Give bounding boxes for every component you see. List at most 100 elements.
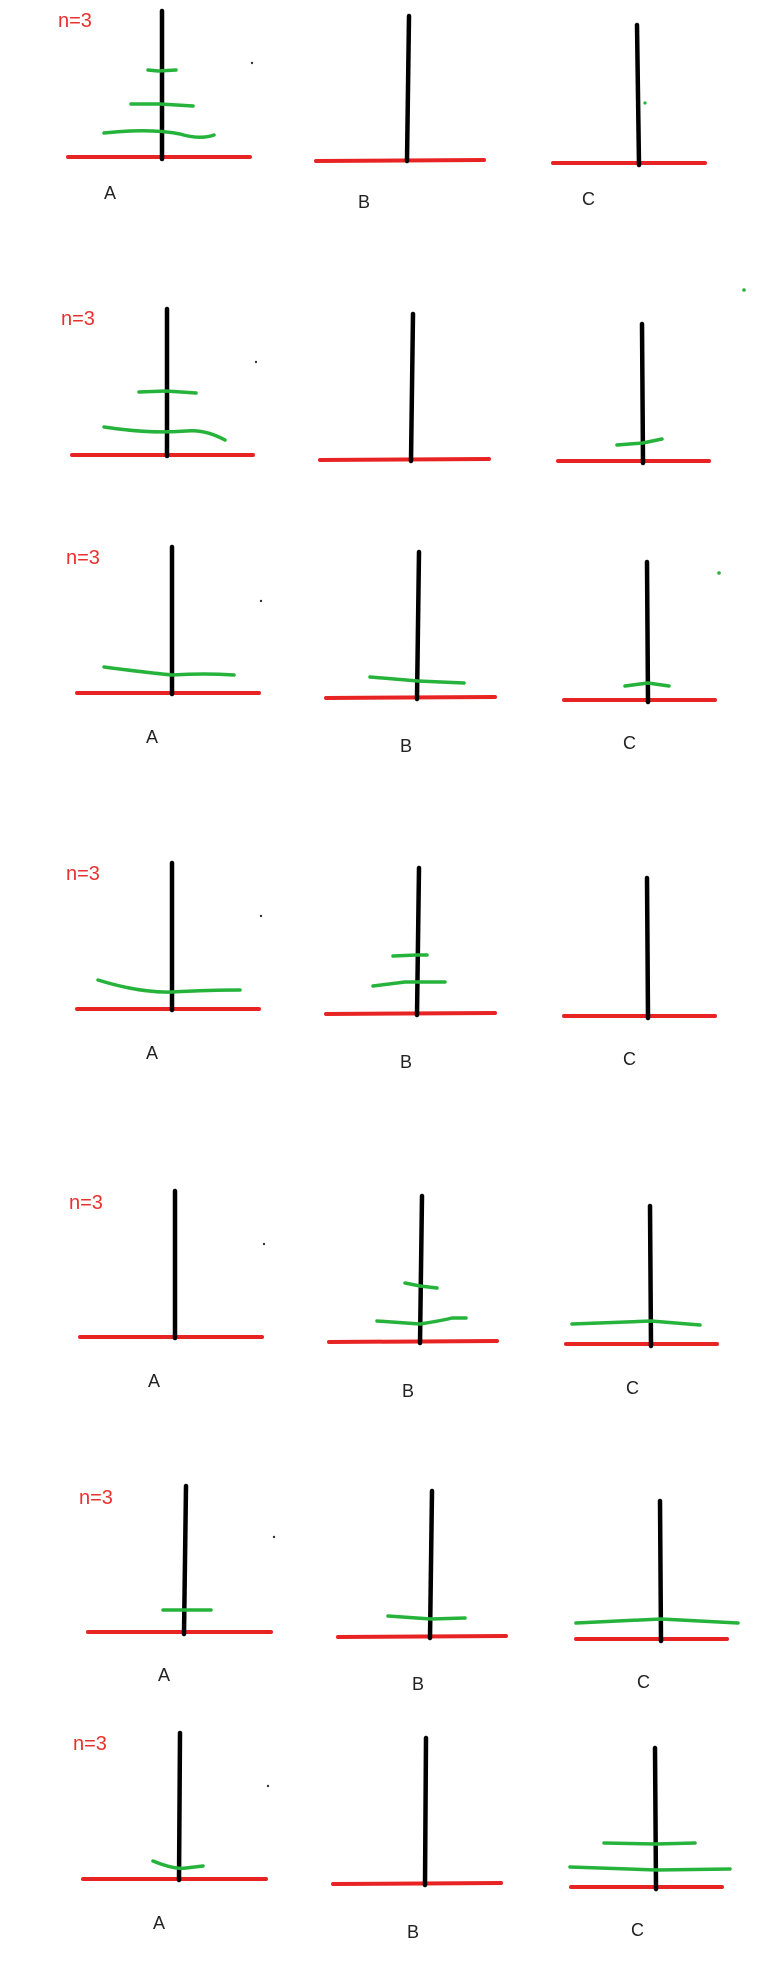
disk-medium — [602, 1841, 697, 1846]
peg-label-a: A — [158, 1665, 170, 1685]
peg-label-b: B — [400, 736, 412, 756]
peg-b: B — [324, 865, 497, 1072]
peg-label-a: A — [146, 727, 158, 747]
step-2: n=3 — [61, 288, 746, 466]
disk-large — [102, 665, 236, 677]
base-line — [336, 1634, 508, 1639]
stray-dot — [643, 101, 647, 105]
disk-small — [151, 1859, 205, 1871]
peg-b: B — [331, 1735, 503, 1942]
peg-rod — [652, 1745, 659, 1892]
disk-large — [574, 1617, 740, 1625]
n-label: n=3 — [79, 1487, 113, 1509]
peg-rod — [644, 875, 651, 1021]
disk-small — [623, 681, 671, 688]
n-label: n=3 — [73, 1733, 107, 1755]
peg-c: C — [562, 875, 717, 1069]
base-line — [331, 1881, 503, 1886]
disk-small — [615, 437, 664, 447]
peg-rod — [176, 1730, 183, 1883]
peg-rod — [408, 311, 416, 464]
peg-label-a: A — [148, 1371, 160, 1391]
peg-c: C — [574, 1498, 740, 1692]
base-line — [324, 1011, 497, 1016]
disk-medium — [371, 980, 447, 988]
stray-dot — [250, 61, 254, 65]
peg-b: B — [324, 549, 497, 756]
base-line — [327, 1339, 499, 1344]
peg-label-b: B — [400, 1052, 412, 1072]
n-label: n=3 — [69, 1192, 103, 1214]
peg-b — [318, 311, 491, 464]
peg-rod — [404, 13, 412, 164]
peg-rod — [634, 22, 642, 168]
peg-c: C — [551, 22, 707, 209]
peg-label-c: C — [637, 1672, 650, 1692]
stray-dot — [254, 360, 258, 364]
peg-label-a: A — [153, 1913, 165, 1933]
peg-label-c: C — [631, 1920, 644, 1940]
n-label: n=3 — [61, 308, 95, 330]
peg-rod — [414, 865, 422, 1018]
peg-label-c: C — [582, 189, 595, 209]
step-7: n=3 A B C — [73, 1730, 732, 1942]
peg-label-b: B — [358, 192, 370, 212]
disk-large — [96, 978, 242, 994]
peg-c: C — [568, 1745, 732, 1940]
peg-rod — [427, 1488, 435, 1641]
disk-small — [403, 1281, 439, 1290]
peg-label-c: C — [626, 1378, 639, 1398]
stray-dot — [259, 914, 263, 918]
base-line — [318, 457, 491, 462]
stray-dot — [262, 1242, 266, 1246]
peg-rod — [181, 1483, 189, 1637]
disk-medium — [146, 68, 178, 73]
peg-a — [70, 306, 255, 459]
step-4: n=3 A B C — [66, 860, 717, 1072]
step-1: n=3 A B C — [58, 8, 707, 212]
peg-label-a: A — [104, 183, 116, 203]
peg-rod — [644, 559, 651, 705]
peg-rod — [422, 1735, 429, 1888]
base-line — [324, 695, 497, 700]
stray-dot — [272, 1535, 276, 1539]
stray-dot — [717, 571, 721, 575]
disk-medium — [375, 1316, 468, 1326]
peg-a: A — [75, 544, 261, 747]
disk-large — [102, 128, 216, 139]
disk-large — [102, 425, 227, 442]
peg-c: C — [562, 559, 717, 753]
peg-rod — [647, 1203, 654, 1349]
base-line — [314, 158, 486, 163]
disk-large — [570, 1319, 702, 1327]
step-6: n=3 A B C — [79, 1483, 740, 1694]
peg-label-c: C — [623, 1049, 636, 1069]
disk-medium — [137, 389, 198, 395]
peg-a: A — [66, 8, 252, 203]
peg-rod — [639, 321, 646, 466]
peg-a: A — [81, 1730, 268, 1933]
peg-rod — [414, 549, 422, 702]
peg-b: B — [336, 1488, 508, 1694]
n-label: n=3 — [66, 547, 100, 569]
peg-rod — [417, 1193, 425, 1346]
disk-medium — [386, 1614, 467, 1621]
disk-large — [568, 1865, 732, 1872]
step-5: n=3 A B C — [69, 1188, 719, 1401]
step-3: n=3 A B C — [66, 544, 721, 756]
peg-c — [556, 321, 711, 466]
peg-c: C — [564, 1203, 719, 1398]
peg-a: A — [78, 1188, 264, 1391]
peg-label-c: C — [623, 733, 636, 753]
stray-dot — [259, 599, 263, 603]
peg-label-b: B — [407, 1922, 419, 1942]
stray-dot — [266, 1784, 270, 1788]
stray-dot — [742, 288, 746, 292]
peg-label-a: A — [146, 1043, 158, 1063]
peg-a: A — [75, 860, 261, 1063]
disk-small — [391, 953, 429, 958]
peg-a: A — [86, 1483, 273, 1685]
n-label: n=3 — [66, 863, 100, 885]
disk-medium — [129, 102, 195, 108]
